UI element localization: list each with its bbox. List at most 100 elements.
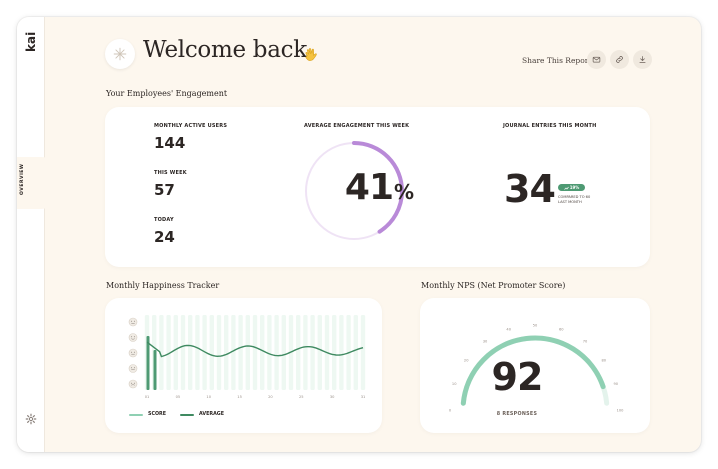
score-bar bbox=[188, 315, 193, 390]
score-bar bbox=[216, 315, 222, 390]
legend-average: AVERAGE bbox=[180, 412, 224, 417]
score-bar bbox=[159, 315, 164, 390]
legend-average-swatch bbox=[180, 413, 194, 416]
score-bar bbox=[245, 315, 250, 390]
journal-compare-text: COMPARED TO 60 LAST MONTH bbox=[558, 195, 591, 205]
x-tick-label: 01 bbox=[145, 395, 150, 399]
x-tick-label: 25 bbox=[299, 395, 304, 399]
mood-face-icon bbox=[128, 348, 138, 358]
nps-scale-label: 10 bbox=[452, 382, 457, 386]
journal-entries-value: 34 bbox=[504, 167, 556, 211]
this-week-value: 57 bbox=[154, 181, 175, 199]
monthly-active-label: MONTHLY ACTIVE USERS bbox=[154, 123, 228, 129]
journal-change-value: 19% bbox=[569, 185, 580, 190]
email-share-button[interactable] bbox=[587, 50, 606, 69]
mood-face-icon bbox=[128, 317, 138, 327]
app-window: kai OVERVIEW Welcome back Share This Rep… bbox=[17, 17, 701, 452]
score-bar bbox=[339, 315, 344, 390]
nps-scale-label: 90 bbox=[614, 382, 619, 386]
nav-tab-overview[interactable]: OVERVIEW bbox=[17, 157, 57, 209]
score-bar bbox=[238, 315, 243, 390]
score-bar-active bbox=[146, 336, 150, 390]
nav-tab-overview-label: OVERVIEW bbox=[20, 163, 25, 195]
gear-icon[interactable] bbox=[25, 413, 37, 425]
page-title: Welcome back bbox=[143, 37, 307, 63]
sidebar: kai OVERVIEW bbox=[17, 17, 57, 452]
x-tick-label: 05 bbox=[176, 395, 181, 399]
today-label: TODAY bbox=[154, 217, 174, 223]
this-week-label: THIS WEEK bbox=[154, 170, 187, 176]
nps-value: 92 bbox=[491, 355, 544, 399]
nps-scale-label: 40 bbox=[506, 328, 511, 332]
monthly-active-value: 144 bbox=[154, 134, 186, 152]
legend-score-label: SCORE bbox=[148, 412, 167, 417]
avg-engagement-value: 41% bbox=[329, 167, 429, 208]
mail-icon bbox=[592, 56, 601, 63]
download-icon bbox=[639, 56, 646, 63]
score-bar bbox=[310, 315, 315, 390]
engagement-card: MONTHLY ACTIVE USERS 144 THIS WEEK 57 TO… bbox=[105, 107, 650, 267]
nps-scale-label: 70 bbox=[583, 340, 588, 344]
score-bar bbox=[267, 315, 272, 390]
nps-scale-label: 80 bbox=[602, 359, 607, 363]
engagement-ring bbox=[304, 141, 404, 241]
score-bar-active bbox=[153, 350, 157, 390]
mood-face-icon bbox=[128, 364, 138, 373]
nps-card bbox=[420, 298, 650, 433]
sparkle-icon bbox=[113, 47, 127, 61]
waving-hand-icon bbox=[305, 48, 317, 61]
score-bar bbox=[195, 315, 200, 390]
x-tick-label: 10 bbox=[206, 395, 211, 399]
legend-average-label: AVERAGE bbox=[199, 412, 224, 417]
average-line bbox=[146, 341, 364, 358]
app-logo[interactable]: kai bbox=[24, 31, 38, 52]
nps-section-title: Monthly NPS (Net Promoter Score) bbox=[421, 281, 566, 290]
score-bar bbox=[274, 315, 279, 390]
score-bar bbox=[173, 315, 178, 390]
x-axis: 01 05 10 15 20 25 30 31 bbox=[145, 395, 366, 399]
engagement-section-title: Your Employees' Engagement bbox=[106, 89, 228, 98]
score-bar bbox=[332, 315, 337, 390]
score-bar bbox=[252, 315, 258, 390]
score-bar bbox=[353, 315, 358, 390]
welcome-badge bbox=[105, 39, 135, 69]
happiness-card: 01 05 10 15 20 25 30 31 SCORE AVERAGE bbox=[105, 298, 382, 433]
today-value: 24 bbox=[154, 228, 175, 246]
journal-entries-label: JOURNAL ENTRIES THIS MONTH bbox=[503, 123, 597, 129]
x-tick-label: 30 bbox=[330, 395, 335, 399]
avg-engagement-number: 41 bbox=[344, 167, 394, 208]
score-bar bbox=[224, 315, 229, 390]
nps-scale: 0 10 20 30 40 50 60 70 80 90 100 bbox=[449, 324, 624, 413]
nps-scale-label: 20 bbox=[464, 359, 469, 363]
nps-responses: 8 RESPONSES bbox=[496, 412, 538, 417]
download-button[interactable] bbox=[633, 50, 652, 69]
happiness-section-title: Monthly Happiness Tracker bbox=[106, 281, 220, 290]
legend-score: SCORE bbox=[129, 412, 166, 417]
x-tick-label: 20 bbox=[268, 395, 273, 399]
nps-gauge: 0 10 20 30 40 50 60 70 80 90 100 bbox=[449, 324, 624, 413]
score-bar bbox=[303, 315, 308, 390]
happiness-bar-group bbox=[144, 315, 366, 390]
copy-link-button[interactable] bbox=[610, 50, 629, 69]
score-bar bbox=[180, 315, 186, 390]
nps-scale-label: 100 bbox=[617, 409, 625, 413]
mood-face-icon bbox=[128, 379, 138, 389]
score-bar bbox=[260, 315, 265, 390]
legend-score-swatch bbox=[129, 413, 143, 416]
score-bar bbox=[317, 315, 322, 390]
share-report-label: Share This Report bbox=[522, 56, 592, 65]
nps-gauge-progress bbox=[460, 335, 606, 406]
x-tick-label: 15 bbox=[237, 395, 242, 399]
nps-scale-label: 0 bbox=[449, 409, 452, 413]
score-bar bbox=[360, 315, 366, 390]
avg-engagement-unit: % bbox=[394, 180, 414, 204]
avg-engagement-label: AVERAGE ENGAGEMENT THIS WEEK bbox=[304, 123, 410, 129]
score-bar bbox=[209, 315, 214, 390]
happiness-chart: 01 05 10 15 20 25 30 31 bbox=[128, 315, 366, 399]
nps-scale-label: 30 bbox=[483, 340, 488, 344]
score-bar bbox=[231, 315, 236, 390]
nps-scale-label: 60 bbox=[559, 328, 564, 332]
link-icon bbox=[616, 56, 623, 63]
score-bar bbox=[281, 315, 286, 390]
nps-scale-label: 50 bbox=[533, 324, 538, 328]
